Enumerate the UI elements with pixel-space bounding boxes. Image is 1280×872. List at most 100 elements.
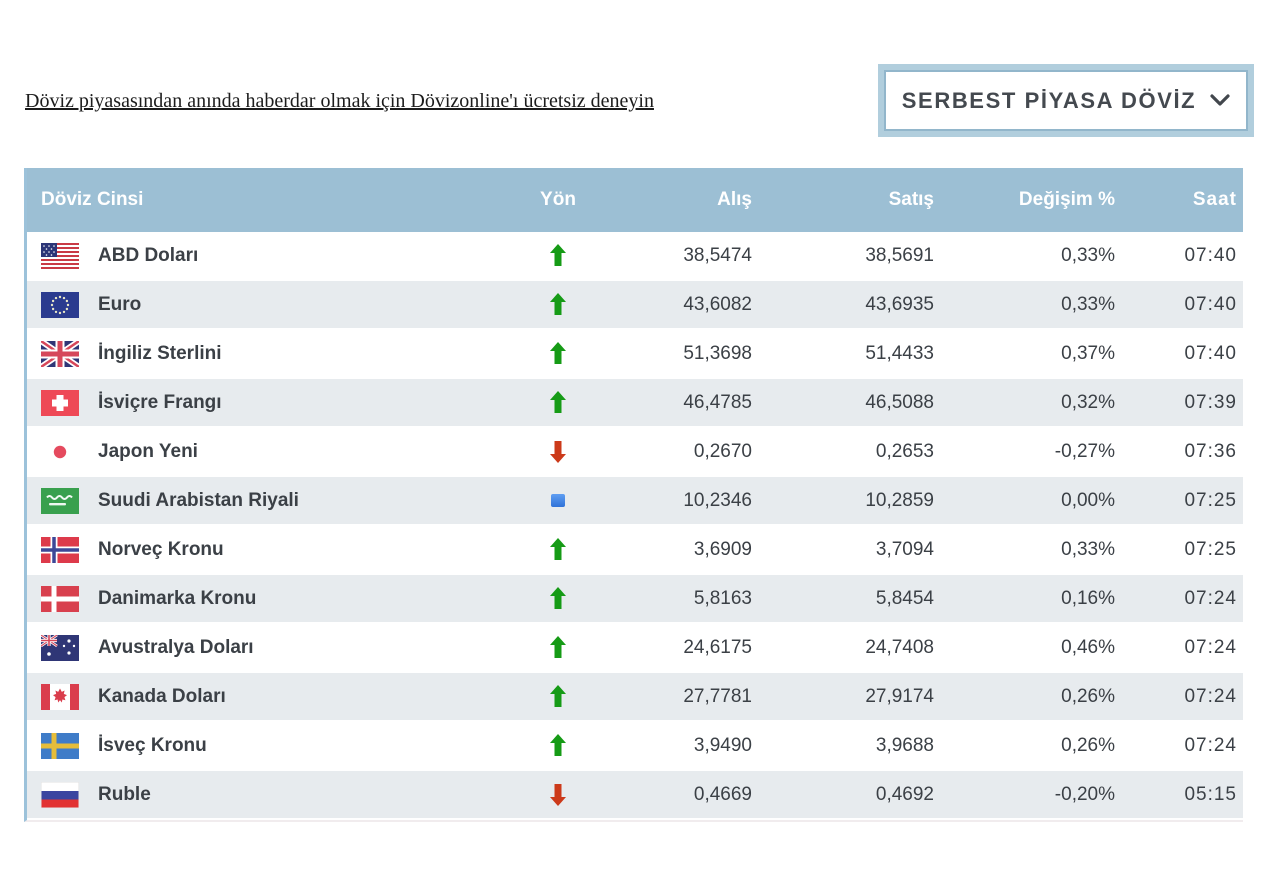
buy-rate: 46,4785 [683, 391, 752, 413]
direction-cell [490, 293, 626, 316]
change-percent: 0,00% [1061, 489, 1115, 511]
direction-cell [490, 587, 626, 610]
flag-ru-icon [41, 781, 79, 808]
buy-rate: 0,4669 [693, 783, 752, 805]
currency-cell: Avustralya Doları [27, 634, 490, 661]
flag-gb-icon [41, 340, 79, 367]
sell-rate: 3,7094 [875, 538, 934, 560]
buy-rate: 38,5474 [683, 244, 752, 266]
table-row: Japon Yeni 0,2670 0,2653 -0,27% 07:36 [27, 428, 1243, 477]
currency-cell: İsviçre Frangı [27, 389, 490, 416]
table-row: Suudi Arabistan Riyali 10,2346 10,2859 0,00… [27, 477, 1243, 526]
change-percent: -0,20% [1054, 783, 1115, 805]
flag-ch-icon [41, 389, 79, 416]
currency-rates-table: Döviz Cinsi Yön Alış Satış Değişim % Saa… [24, 168, 1243, 822]
sell-rate: 10,2859 [865, 489, 934, 511]
flag-au-icon [41, 634, 79, 661]
flag-se-icon [41, 732, 79, 759]
sell-rate: 0,2653 [875, 440, 934, 462]
update-time: 07:39 [1184, 391, 1237, 413]
table-row: Euro 43,6082 43,6935 0,33% 07:40 [27, 281, 1243, 330]
table-body: ABD Doları 38,5474 38,5691 0,33% 07:40 Euro 43… [27, 232, 1243, 820]
change-percent: 0,32% [1061, 391, 1115, 413]
table-header-row: Döviz Cinsi Yön Alış Satış Değişim % Saa… [27, 168, 1243, 232]
flag-us-icon [41, 242, 79, 269]
sell-rate: 0,4692 [875, 783, 934, 805]
promo-link[interactable]: Döviz piyasasından anında haberdar olmak… [25, 90, 654, 112]
currency-name: İsveç Kronu [98, 734, 207, 756]
change-percent: 0,33% [1061, 538, 1115, 560]
direction-cell [490, 685, 626, 708]
direction-cell [490, 391, 626, 414]
change-percent: 0,33% [1061, 244, 1115, 266]
up-arrow-icon [548, 342, 568, 365]
change-percent: 0,26% [1061, 685, 1115, 707]
up-arrow-icon [548, 538, 568, 561]
change-percent: 0,16% [1061, 587, 1115, 609]
buy-rate: 3,6909 [693, 538, 752, 560]
update-time: 07:36 [1184, 440, 1237, 462]
currency-cell: Ruble [27, 781, 490, 808]
buy-rate: 27,7781 [683, 685, 752, 707]
up-arrow-icon [548, 244, 568, 267]
table-row: Avustralya Doları 24,6175 24,7408 0,46% 07:2… [27, 624, 1243, 673]
flag-eu-icon [41, 291, 79, 318]
update-time: 07:40 [1184, 342, 1237, 364]
currency-cell: İsveç Kronu [27, 732, 490, 759]
currency-cell: Danimarka Kronu [27, 585, 490, 612]
sell-rate: 43,6935 [865, 293, 934, 315]
flag-sa-icon [41, 487, 79, 514]
up-arrow-icon [548, 636, 568, 659]
down-arrow-icon [548, 783, 568, 806]
currency-name: Japon Yeni [98, 440, 198, 462]
flag-ca-icon [41, 683, 79, 710]
update-time: 07:24 [1184, 587, 1237, 609]
currency-cell: Norveç Kronu [27, 536, 490, 563]
buy-rate: 51,3698 [683, 342, 752, 364]
down-arrow-icon [548, 440, 568, 463]
currency-market-dropdown[interactable]: SERBEST PİYASA DÖVİZ [878, 64, 1254, 137]
table-row: İsveç Kronu 3,9490 3,9688 0,26% 07:24 [27, 722, 1243, 771]
update-time: 07:25 [1184, 538, 1237, 560]
currency-cell: Euro [27, 291, 490, 318]
currency-name: İngiliz Sterlini [98, 342, 222, 364]
up-arrow-icon [548, 685, 568, 708]
sell-rate: 24,7408 [865, 636, 934, 658]
currency-name: Avustralya Doları [98, 636, 254, 658]
direction-cell [490, 244, 626, 267]
header-yon: Yön [540, 189, 576, 210]
update-time: 07:40 [1184, 244, 1237, 266]
header-doviz-cinsi: Döviz Cinsi [41, 189, 144, 210]
update-time: 05:15 [1184, 783, 1237, 805]
update-time: 07:40 [1184, 293, 1237, 315]
sell-rate: 38,5691 [865, 244, 934, 266]
update-time: 07:24 [1184, 636, 1237, 658]
change-percent: 0,46% [1061, 636, 1115, 658]
direction-cell [490, 342, 626, 365]
currency-cell: Kanada Doları [27, 683, 490, 710]
direction-cell [490, 494, 626, 507]
up-arrow-icon [548, 734, 568, 757]
up-arrow-icon [548, 293, 568, 316]
buy-rate: 10,2346 [683, 489, 752, 511]
buy-rate: 43,6082 [683, 293, 752, 315]
direction-cell [490, 636, 626, 659]
update-time: 07:24 [1184, 734, 1237, 756]
table-row: Kanada Doları 27,7781 27,9174 0,26% 07:24 [27, 673, 1243, 722]
direction-cell [490, 538, 626, 561]
no-change-icon [551, 494, 565, 507]
header-alis: Alış [717, 189, 752, 210]
currency-name: Kanada Doları [98, 685, 226, 707]
currency-name: Euro [98, 293, 142, 315]
dropdown-label: SERBEST PİYASA DÖVİZ [901, 87, 1197, 113]
change-percent: 0,37% [1061, 342, 1115, 364]
table-row: Danimarka Kronu 5,8163 5,8454 0,16% 07:24 [27, 575, 1243, 624]
currency-cell: İngiliz Sterlini [27, 340, 490, 367]
header-saat: Saat [1192, 189, 1237, 210]
table-row: İsviçre Frangı 46,4785 46,5088 0,32% 07:39 [27, 379, 1243, 428]
direction-cell [490, 734, 626, 757]
update-time: 07:24 [1184, 685, 1237, 707]
currency-cell: Suudi Arabistan Riyali [27, 487, 490, 514]
flag-dk-icon [41, 585, 79, 612]
flag-no-icon [41, 536, 79, 563]
